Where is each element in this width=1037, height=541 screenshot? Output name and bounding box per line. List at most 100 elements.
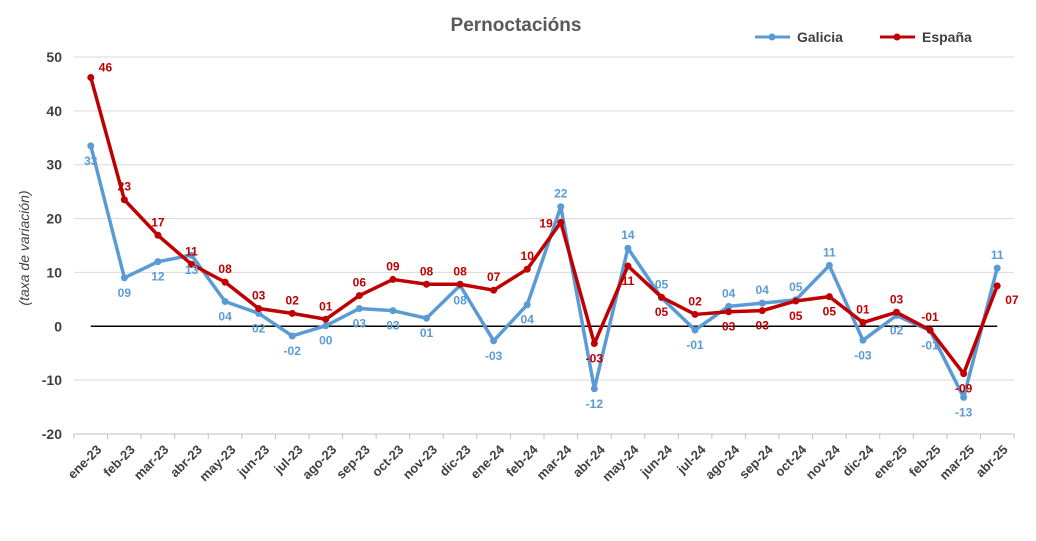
data-point-galicia — [154, 258, 162, 266]
data-label-espana: -03 — [586, 352, 604, 366]
data-point-galicia — [288, 332, 296, 340]
x-tick-label: sep-24 — [736, 441, 776, 481]
x-tick-label: dic-23 — [436, 442, 473, 479]
data-point-espana — [557, 218, 565, 226]
data-point-galicia — [255, 309, 263, 317]
y-tick-label: -20 — [42, 426, 62, 442]
gridlines — [74, 56, 1014, 435]
data-point-espana — [389, 275, 397, 283]
data-point-espana — [87, 73, 95, 81]
data-point-espana — [255, 305, 263, 313]
data-label-espana: 05 — [823, 305, 837, 319]
data-label-espana: 05 — [655, 305, 669, 319]
data-point-espana — [590, 340, 598, 348]
data-point-espana — [322, 315, 330, 323]
data-point-galicia — [825, 261, 833, 269]
data-label-galicia: 09 — [118, 286, 132, 300]
data-point-galicia — [691, 326, 699, 334]
data-label-espana: -01 — [921, 310, 939, 324]
data-label-espana: 02 — [688, 294, 702, 308]
data-label-galicia: 02 — [890, 324, 904, 338]
x-tick-label: ene-25 — [870, 442, 910, 482]
data-point-espana — [758, 307, 766, 315]
data-label-galicia: 11 — [823, 245, 836, 259]
data-label-galicia: -01 — [686, 338, 704, 352]
data-label-galicia: 12 — [151, 270, 165, 284]
data-point-espana — [960, 370, 968, 378]
x-axis-ticks: ene-23feb-23mar-23abr-23may-23jun-23jul-… — [65, 434, 1015, 484]
data-label-galicia: -03 — [485, 349, 503, 363]
data-label-galicia: 02 — [252, 321, 266, 335]
data-label-galicia: 33 — [84, 154, 98, 168]
data-point-galicia — [389, 307, 397, 315]
legend-label-espana: España — [922, 29, 972, 45]
data-point-espana — [825, 293, 833, 301]
data-point-galicia — [859, 336, 867, 344]
data-point-espana — [624, 262, 632, 270]
data-label-espana: 08 — [218, 262, 232, 276]
data-point-espana — [859, 319, 867, 327]
x-tick-label: jun-24 — [637, 441, 676, 480]
data-label-galicia: -12 — [586, 397, 604, 411]
data-label-galicia: 03 — [386, 319, 400, 333]
x-tick-label: mar-25 — [936, 442, 977, 483]
data-label-espana: 08 — [453, 264, 467, 278]
data-point-galicia — [960, 393, 968, 401]
data-label-galicia: -13 — [955, 405, 973, 419]
data-label-espana: 03 — [756, 319, 770, 333]
data-point-galicia — [557, 203, 565, 211]
data-point-espana — [456, 280, 464, 288]
x-tick-label: ene-24 — [467, 441, 507, 481]
legend-item-espana: España — [880, 29, 972, 45]
data-label-espana: 01 — [319, 299, 333, 313]
data-point-galicia — [758, 299, 766, 307]
y-tick-label: 20 — [46, 211, 62, 227]
x-tick-label: nov-23 — [400, 442, 440, 482]
data-label-galicia: 05 — [789, 280, 803, 294]
data-label-galicia: 08 — [453, 293, 467, 307]
y-tick-label: 50 — [46, 49, 62, 65]
data-label-espana: 17 — [151, 215, 165, 229]
data-point-galicia — [624, 244, 632, 252]
x-tick-label: mar-24 — [534, 441, 575, 482]
data-label-espana: 23 — [118, 180, 132, 194]
data-label-espana: 01 — [856, 303, 870, 317]
x-tick-label: nov-24 — [803, 441, 844, 482]
legend-label-galicia: Galicia — [797, 29, 843, 45]
data-point-espana — [658, 293, 665, 301]
y-tick-label: 10 — [46, 264, 62, 280]
x-tick-label: mar-23 — [131, 442, 172, 483]
data-point-espana — [120, 196, 128, 204]
x-tick-label: ago-23 — [299, 442, 339, 482]
y-tick-label: 0 — [54, 318, 62, 334]
chart-title: Pernoctacións — [451, 15, 582, 36]
data-label-espana: 07 — [1005, 293, 1019, 307]
y-axis-label: (taxa de variación) — [16, 190, 32, 305]
x-tick-label: may-23 — [196, 442, 238, 484]
data-point-galicia — [188, 251, 195, 259]
data-label-galicia: 14 — [621, 228, 635, 242]
data-point-espana — [523, 265, 531, 273]
data-label-espana: 03 — [252, 289, 266, 303]
data-label-galicia: 01 — [420, 326, 434, 340]
x-tick-label: sep-23 — [333, 442, 373, 482]
data-point-galicia — [355, 305, 363, 313]
data-label-galicia: -02 — [284, 344, 302, 358]
data-point-espana — [691, 310, 699, 318]
data-point-espana — [154, 231, 162, 239]
data-label-espana: 08 — [420, 264, 434, 278]
data-label-galicia: 11 — [991, 248, 1004, 262]
data-label-espana: 03 — [890, 292, 904, 306]
data-point-galicia — [523, 301, 531, 309]
data-point-galicia — [87, 142, 95, 150]
x-tick-label: abr-25 — [973, 442, 1011, 480]
y-tick-label: 40 — [46, 103, 62, 119]
x-tick-label: ene-23 — [65, 442, 105, 482]
data-label-galicia: 04 — [521, 313, 535, 327]
data-point-espana — [893, 308, 900, 316]
data-point-espana — [423, 280, 430, 288]
x-tick-label: ago-24 — [702, 441, 743, 482]
data-point-espana — [288, 309, 296, 317]
